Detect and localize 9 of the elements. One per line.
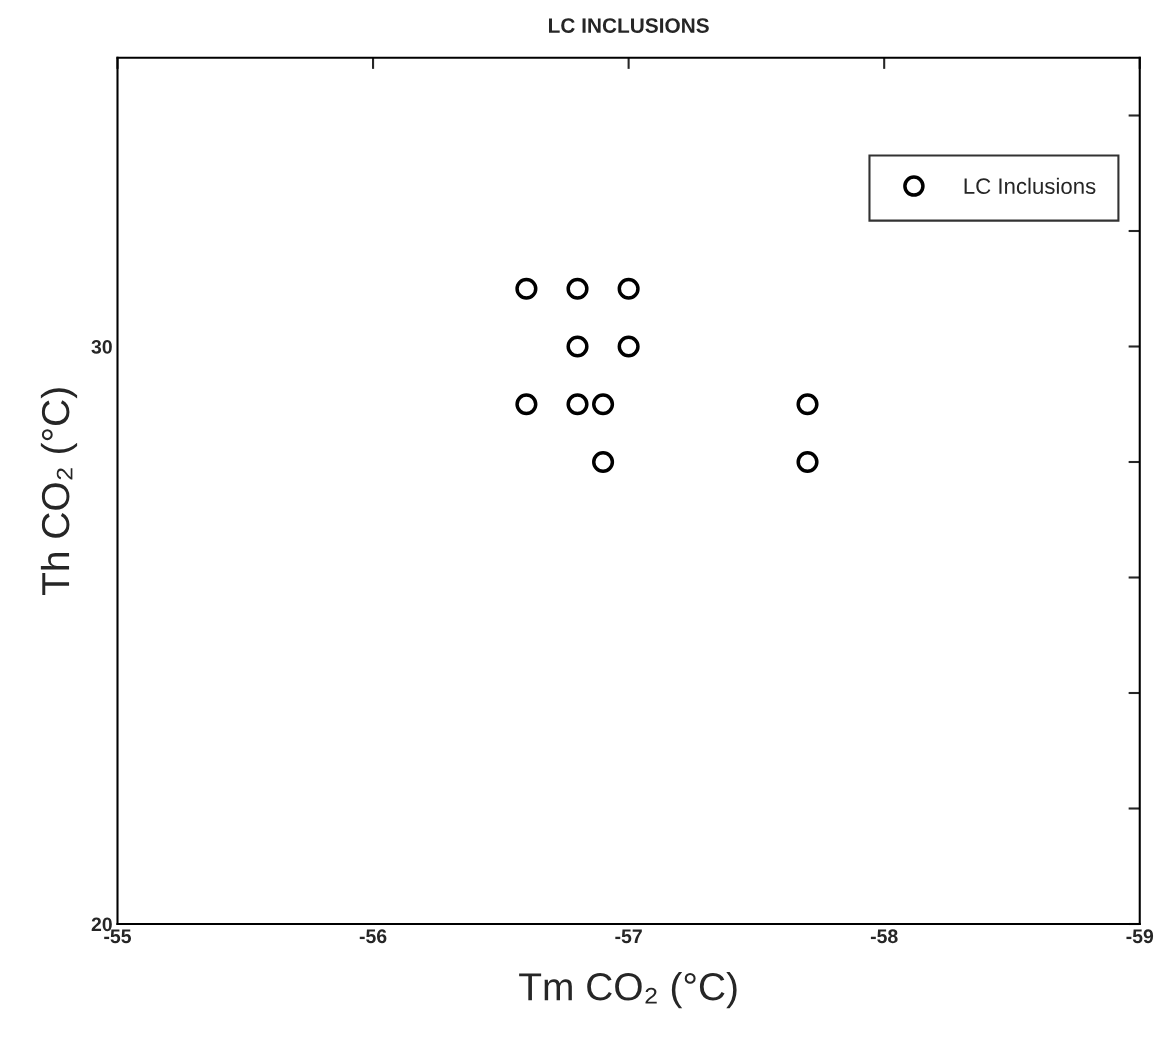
y-axis-title: Th CO₂ (°C): [40, 388, 78, 595]
y-tick-label: 30: [91, 339, 112, 354]
x-axis-title: Tm CO₂ (°C): [519, 971, 737, 1009]
x-tick-label: -58: [870, 929, 898, 944]
x-tick-label: -57: [615, 929, 642, 944]
x-tick-label: -59: [1126, 929, 1154, 944]
x-tick-label: -56: [359, 929, 387, 944]
legend-label: LC Inclusions: [964, 177, 1096, 195]
chart-title: LC INCLUSIONS: [549, 18, 709, 33]
